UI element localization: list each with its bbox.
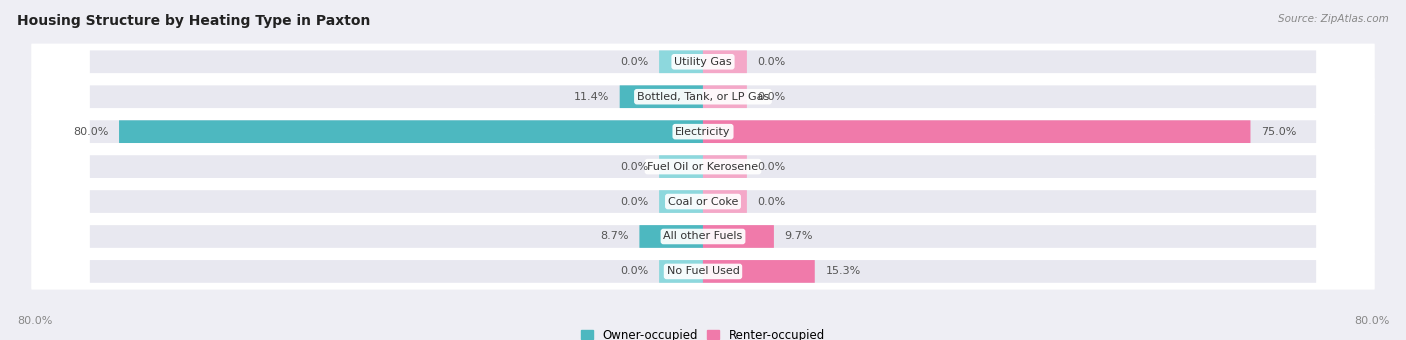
FancyBboxPatch shape <box>31 218 1375 255</box>
FancyBboxPatch shape <box>703 225 773 248</box>
FancyBboxPatch shape <box>659 190 703 213</box>
Text: 80.0%: 80.0% <box>73 127 108 137</box>
Text: Fuel Oil or Kerosene: Fuel Oil or Kerosene <box>647 162 759 172</box>
Text: 0.0%: 0.0% <box>758 162 786 172</box>
Text: 0.0%: 0.0% <box>758 92 786 102</box>
FancyBboxPatch shape <box>90 260 1316 283</box>
Text: Source: ZipAtlas.com: Source: ZipAtlas.com <box>1278 14 1389 23</box>
FancyBboxPatch shape <box>90 50 1316 73</box>
FancyBboxPatch shape <box>31 114 1375 150</box>
Legend: Owner-occupied, Renter-occupied: Owner-occupied, Renter-occupied <box>581 329 825 340</box>
FancyBboxPatch shape <box>31 44 1375 80</box>
FancyBboxPatch shape <box>90 155 1316 178</box>
Text: 0.0%: 0.0% <box>620 197 648 206</box>
Text: No Fuel Used: No Fuel Used <box>666 267 740 276</box>
FancyBboxPatch shape <box>620 85 703 108</box>
FancyBboxPatch shape <box>703 120 1250 143</box>
Text: 0.0%: 0.0% <box>620 267 648 276</box>
Text: 75.0%: 75.0% <box>1261 127 1296 137</box>
Text: 80.0%: 80.0% <box>1354 317 1389 326</box>
Text: 80.0%: 80.0% <box>17 317 52 326</box>
Text: Bottled, Tank, or LP Gas: Bottled, Tank, or LP Gas <box>637 92 769 102</box>
FancyBboxPatch shape <box>703 260 814 283</box>
Text: 0.0%: 0.0% <box>620 162 648 172</box>
Text: 0.0%: 0.0% <box>758 197 786 206</box>
FancyBboxPatch shape <box>31 79 1375 115</box>
FancyBboxPatch shape <box>640 225 703 248</box>
FancyBboxPatch shape <box>703 50 747 73</box>
FancyBboxPatch shape <box>703 155 747 178</box>
Text: 0.0%: 0.0% <box>620 57 648 67</box>
Text: Housing Structure by Heating Type in Paxton: Housing Structure by Heating Type in Pax… <box>17 14 370 28</box>
FancyBboxPatch shape <box>659 50 703 73</box>
FancyBboxPatch shape <box>31 149 1375 185</box>
Text: All other Fuels: All other Fuels <box>664 232 742 241</box>
Text: Coal or Coke: Coal or Coke <box>668 197 738 206</box>
FancyBboxPatch shape <box>659 260 703 283</box>
FancyBboxPatch shape <box>90 120 1316 143</box>
Text: Utility Gas: Utility Gas <box>675 57 731 67</box>
Text: 15.3%: 15.3% <box>825 267 860 276</box>
Text: Electricity: Electricity <box>675 127 731 137</box>
FancyBboxPatch shape <box>659 155 703 178</box>
FancyBboxPatch shape <box>90 190 1316 213</box>
Text: 0.0%: 0.0% <box>758 57 786 67</box>
FancyBboxPatch shape <box>31 183 1375 220</box>
FancyBboxPatch shape <box>120 120 703 143</box>
FancyBboxPatch shape <box>703 85 747 108</box>
FancyBboxPatch shape <box>90 225 1316 248</box>
Text: 8.7%: 8.7% <box>600 232 628 241</box>
FancyBboxPatch shape <box>703 190 747 213</box>
Text: 11.4%: 11.4% <box>574 92 609 102</box>
FancyBboxPatch shape <box>90 85 1316 108</box>
FancyBboxPatch shape <box>31 253 1375 290</box>
Text: 9.7%: 9.7% <box>785 232 813 241</box>
